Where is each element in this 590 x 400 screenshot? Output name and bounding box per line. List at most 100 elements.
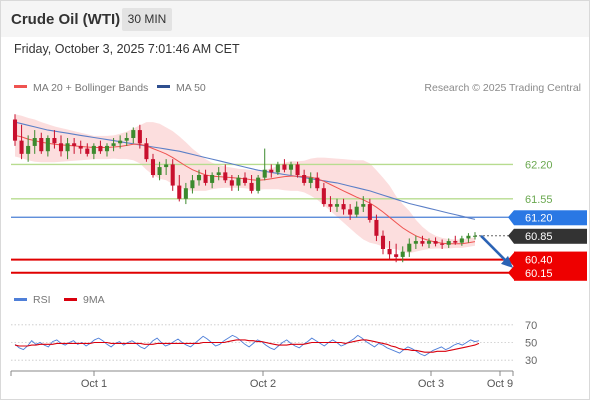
candle bbox=[118, 140, 123, 144]
rsi-tick-30: 30 bbox=[525, 355, 537, 367]
candle bbox=[282, 164, 287, 170]
interval-button[interactable]: 30 MIN bbox=[122, 8, 172, 31]
candle bbox=[183, 188, 188, 199]
candle bbox=[394, 254, 399, 257]
candle bbox=[440, 243, 445, 245]
candle bbox=[380, 235, 386, 249]
pivot-label: 61.20 bbox=[525, 212, 553, 224]
candle bbox=[295, 164, 300, 175]
candle bbox=[341, 204, 346, 210]
candle bbox=[32, 138, 37, 146]
ma50-line bbox=[14, 121, 476, 220]
rsi-legend-label: RSI bbox=[33, 294, 51, 306]
ma20-legend-swatch bbox=[14, 85, 27, 88]
candle bbox=[413, 241, 418, 244]
x-tick-Oct-9: Oct 9 bbox=[487, 378, 513, 390]
ma20-legend-label: MA 20 + Bollinger Bands bbox=[33, 82, 148, 94]
candle bbox=[446, 241, 451, 245]
candle bbox=[374, 219, 379, 236]
candle bbox=[466, 235, 471, 239]
candle bbox=[131, 130, 136, 138]
forecast-arrow-shaft bbox=[480, 234, 508, 263]
last-tag-pointer bbox=[508, 228, 514, 244]
header-bar: Crude Oil (WTI) 30 MIN bbox=[1, 1, 589, 37]
candle bbox=[308, 177, 313, 183]
candle bbox=[256, 177, 261, 191]
candle bbox=[328, 204, 333, 207]
candle bbox=[321, 188, 326, 205]
candle bbox=[26, 145, 31, 154]
candle bbox=[91, 145, 96, 154]
candle bbox=[387, 249, 392, 255]
candle bbox=[170, 164, 175, 186]
rsi-line bbox=[14, 334, 480, 357]
candle bbox=[104, 145, 110, 152]
candle bbox=[315, 177, 320, 189]
candle bbox=[150, 159, 156, 175]
candle bbox=[65, 143, 70, 152]
candle bbox=[210, 175, 215, 183]
last-price-label: 60.85 bbox=[525, 231, 553, 243]
candle bbox=[196, 175, 202, 181]
candle bbox=[420, 241, 425, 244]
candle bbox=[190, 180, 195, 189]
candle bbox=[19, 140, 24, 154]
forecast-arrow-head bbox=[501, 255, 513, 268]
candle bbox=[229, 180, 234, 186]
candle bbox=[85, 148, 90, 154]
candle bbox=[302, 175, 307, 183]
candle bbox=[361, 204, 366, 207]
pivot-price-tag bbox=[514, 210, 587, 226]
candle bbox=[12, 119, 18, 141]
ma9-legend-swatch bbox=[64, 298, 77, 301]
candle bbox=[275, 164, 280, 173]
candle bbox=[164, 164, 169, 168]
support-tag-pointer-1 bbox=[508, 252, 514, 267]
candle bbox=[459, 238, 464, 243]
candle bbox=[144, 143, 149, 160]
candle bbox=[472, 235, 478, 237]
candle bbox=[249, 182, 254, 191]
candle bbox=[157, 167, 162, 175]
candle bbox=[216, 172, 221, 175]
candle bbox=[242, 177, 248, 183]
x-tick-Oct-3: Oct 3 bbox=[418, 378, 444, 390]
last-price-tag bbox=[514, 228, 587, 244]
candle bbox=[426, 241, 432, 244]
candle bbox=[52, 138, 57, 144]
credit-text: Research © 2025 Trading Central bbox=[424, 82, 581, 94]
candle bbox=[348, 209, 353, 215]
rsi-tick-70: 70 bbox=[525, 320, 537, 332]
candle bbox=[453, 241, 458, 243]
candle bbox=[269, 169, 274, 173]
rsi-ma9-line bbox=[14, 339, 480, 353]
candle bbox=[433, 241, 438, 244]
support-label-60.40: 60.40 bbox=[525, 255, 553, 267]
candle bbox=[334, 204, 340, 207]
x-tick-Oct-1: Oct 1 bbox=[81, 378, 107, 390]
candle bbox=[78, 145, 83, 149]
rsi-legend-swatch bbox=[14, 298, 27, 301]
candle bbox=[236, 177, 241, 186]
ma9-legend-label: 9MA bbox=[83, 294, 105, 306]
support-price-tag bbox=[514, 251, 587, 281]
candle bbox=[288, 164, 294, 170]
candle bbox=[400, 251, 405, 257]
candle bbox=[111, 143, 116, 146]
candle bbox=[223, 172, 228, 181]
ma50-legend-swatch bbox=[157, 85, 170, 88]
candle bbox=[39, 138, 44, 152]
candle bbox=[137, 130, 142, 144]
candle bbox=[98, 145, 103, 152]
support-label-60.15: 60.15 bbox=[525, 268, 553, 280]
candle bbox=[262, 169, 267, 178]
pivot-tag-pointer bbox=[508, 210, 514, 226]
resistance-label-61.55: 61.55 bbox=[525, 194, 553, 206]
candle bbox=[45, 138, 50, 152]
x-tick-Oct-2: Oct 2 bbox=[250, 378, 276, 390]
candle bbox=[407, 243, 412, 252]
candle bbox=[367, 204, 372, 220]
timestamp: Friday, October 3, 2025 7:01:46 AM CET bbox=[14, 42, 240, 56]
